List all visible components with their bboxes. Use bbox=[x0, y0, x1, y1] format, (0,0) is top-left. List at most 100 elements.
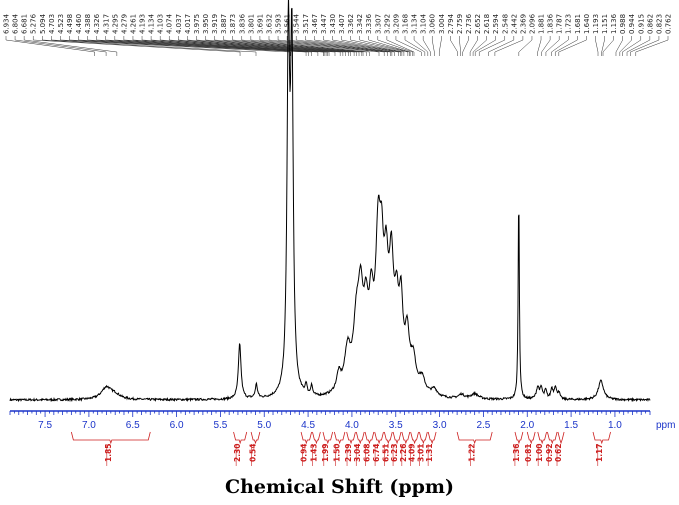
x-tick-label: 7.5 bbox=[38, 420, 52, 431]
peak-label: 2.594 bbox=[492, 13, 500, 34]
peak-leader-line bbox=[141, 36, 336, 56]
peak-leader-line bbox=[541, 36, 551, 56]
peak-leader-line bbox=[395, 36, 422, 56]
peak-label: 4.388 bbox=[84, 14, 92, 34]
peak-label: 3.362 bbox=[347, 14, 355, 34]
integral-bracket bbox=[419, 431, 428, 445]
integral-group: 1.85 2.30 0.54 0.94 1.43 1.99 1.50 2.39 3.04 6.08… bbox=[70, 431, 611, 466]
integral-bracket bbox=[557, 431, 565, 445]
peak-label: 2.759 bbox=[456, 14, 464, 34]
peak-leader-line bbox=[341, 36, 405, 56]
peak-label: 1.136 bbox=[610, 13, 618, 34]
integral-bracket bbox=[70, 431, 151, 445]
peak-label: 0.823 bbox=[655, 14, 663, 34]
integral-bracket bbox=[514, 431, 524, 445]
peak-leader-line bbox=[277, 36, 388, 56]
peak-leader-line bbox=[168, 36, 346, 56]
peak-leader-line bbox=[187, 36, 351, 56]
integral-value: 0.94 bbox=[299, 443, 308, 462]
peak-label: 3.919 bbox=[211, 14, 219, 34]
peak-leader-line bbox=[23, 36, 118, 56]
peak-leader-line bbox=[60, 36, 307, 56]
x-axis-title: Chemical Shift (ppm) bbox=[224, 476, 455, 498]
peak-leader-line bbox=[96, 36, 324, 56]
peak-leader-line bbox=[386, 36, 415, 56]
peak-leader-line bbox=[537, 36, 542, 56]
peak-leader-line bbox=[51, 36, 291, 56]
peak-label: 4.261 bbox=[129, 14, 137, 34]
peak-leader-line bbox=[78, 36, 312, 56]
x-tick-label: 7.0 bbox=[82, 420, 96, 431]
peak-label: 3.950 bbox=[202, 14, 210, 34]
x-tick-label: 2.5 bbox=[476, 420, 490, 431]
peak-label: 6.681 bbox=[21, 14, 29, 34]
peak-label: 1.836 bbox=[547, 13, 555, 34]
x-tick-label: 4.0 bbox=[345, 420, 359, 431]
spectrum-line bbox=[9, 0, 651, 403]
peak-leader-line bbox=[305, 36, 395, 56]
peak-leader-line bbox=[196, 36, 355, 56]
peak-leader-line bbox=[494, 36, 524, 56]
peak-label: 3.593 bbox=[275, 14, 283, 34]
integral-bracket bbox=[592, 431, 611, 445]
peak-label: 3.307 bbox=[374, 14, 382, 34]
peak-leader-line bbox=[232, 36, 364, 56]
peak-leader-line bbox=[630, 36, 660, 56]
peak-label: 1.881 bbox=[538, 14, 546, 34]
peak-label: 1.193 bbox=[592, 14, 600, 34]
integral-value: 0.62 bbox=[554, 443, 563, 462]
peak-label: 4.317 bbox=[102, 14, 110, 34]
peak-leader-line bbox=[350, 36, 409, 56]
peak-label: 4.326 bbox=[93, 13, 101, 34]
peak-leader-line bbox=[241, 36, 367, 56]
peak-leader-line bbox=[602, 36, 614, 56]
integral-bracket bbox=[312, 431, 321, 445]
x-tick-label: 1.5 bbox=[564, 420, 578, 431]
peak-leader-line bbox=[42, 36, 257, 56]
peak-label: 0.862 bbox=[646, 14, 654, 34]
integral-bracket bbox=[456, 431, 493, 445]
peak-leader-line bbox=[250, 36, 370, 56]
integral-value: 1.22 bbox=[468, 443, 477, 462]
peak-leader-line bbox=[132, 36, 330, 56]
peak-leader-line bbox=[332, 36, 403, 56]
peak-leader-line bbox=[438, 36, 442, 56]
peak-label: 3.430 bbox=[329, 14, 337, 34]
integral-bracket bbox=[300, 431, 312, 445]
integral-value: 3.04 bbox=[353, 443, 362, 462]
peak-leader-line bbox=[359, 36, 410, 56]
peak-leader-line bbox=[368, 36, 411, 56]
peak-label: 6.934 bbox=[3, 13, 11, 34]
peak-label: 4.193 bbox=[139, 14, 147, 34]
peak-leader-line bbox=[178, 36, 349, 56]
peak-leader-line bbox=[472, 36, 487, 56]
peak-label: 3.104 bbox=[420, 13, 428, 34]
integral-bracket bbox=[322, 431, 334, 445]
x-tick-label: 5.5 bbox=[213, 420, 227, 431]
integral-value: 3.01 bbox=[416, 443, 425, 462]
integral-bracket bbox=[333, 431, 346, 445]
x-tick-label: 3.5 bbox=[389, 420, 403, 431]
peak-label: 2.794 bbox=[447, 13, 455, 34]
peak-label: 4.523 bbox=[57, 14, 65, 34]
x-tick-label: 5.0 bbox=[257, 420, 271, 431]
peak-leader-line bbox=[488, 36, 515, 56]
peak-label: 4.279 bbox=[120, 14, 128, 34]
peak-leader-line bbox=[619, 36, 632, 56]
peak-label: 3.467 bbox=[311, 14, 319, 34]
peak-label: 3.134 bbox=[411, 13, 419, 34]
peak-label: 3.447 bbox=[320, 14, 328, 34]
peak-leader-line bbox=[5, 36, 95, 56]
peak-leader-line bbox=[87, 36, 319, 56]
integral-value: 1.85 bbox=[104, 443, 113, 462]
peak-leader-line bbox=[474, 36, 496, 56]
peak-leader-line bbox=[159, 36, 344, 56]
peak-label: 3.873 bbox=[229, 14, 237, 34]
peak-leader-line bbox=[601, 36, 605, 56]
x-tick-label: 1.0 bbox=[608, 420, 622, 431]
peak-leader-line bbox=[14, 36, 107, 56]
peak-label: 1.787 bbox=[556, 14, 564, 34]
peak-label: 6.804 bbox=[12, 13, 20, 34]
integral-value: 2.39 bbox=[344, 443, 353, 462]
